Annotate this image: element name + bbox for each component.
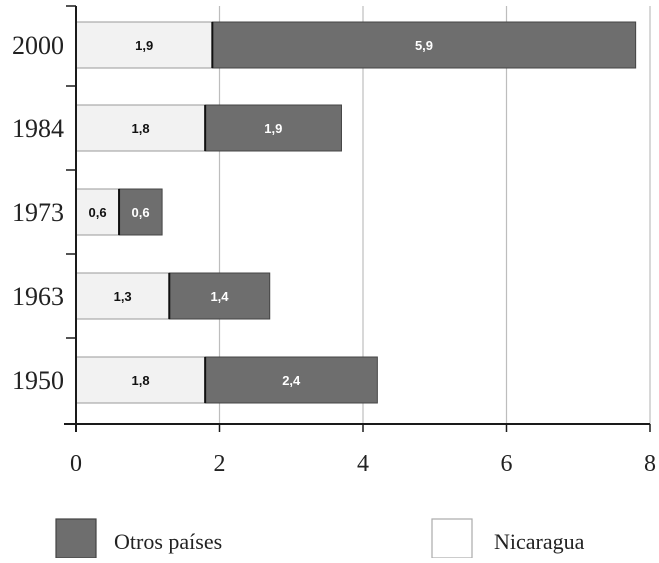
legend-swatch-0 [55,518,97,559]
y-tick-label-1984: 1984 [12,114,64,143]
x-tick-label-4: 4 [357,451,369,477]
x-tick-label-8: 8 [644,451,656,477]
data-label-otros-1950: 2,4 [282,373,301,388]
data-label-nicaragua-1950: 1,8 [132,373,150,388]
bar-otros-1950 [204,356,378,404]
bar-nicaragua-2000 [75,21,213,69]
bars-layer: 1,9 5,9 1,8 1,9 0,6 0,6 1,3 1,4 1,8 2,4 [75,21,637,404]
data-label-nicaragua-1973: 0,6 [88,205,106,220]
bar-otros-1973 [118,188,163,236]
x-tick-label-6: 6 [501,451,513,477]
data-label-otros-1963: 1,4 [210,289,229,304]
bar-nicaragua-1984 [75,104,206,152]
data-label-nicaragua-1984: 1,8 [132,121,150,136]
legend-swatch-1 [431,518,473,559]
bar-otros-1963 [168,272,271,320]
data-label-otros-1984: 1,9 [264,121,282,136]
data-label-otros-2000: 5,9 [415,38,433,53]
x-tick-label-0: 0 [70,451,82,477]
y-tick-label-2000: 2000 [12,31,64,60]
bar-nicaragua-1973 [75,188,120,236]
legend-label-1: Nicaragua [494,529,585,554]
data-label-nicaragua-1963: 1,3 [114,289,132,304]
data-label-otros-1973: 0,6 [132,205,150,220]
axes-layer: 2000 1984 1973 1963 1950 0 2 4 6 8 [12,5,656,477]
legend: Otros países Nicaragua [55,518,585,559]
data-label-nicaragua-2000: 1,9 [135,38,153,53]
bar-nicaragua-1950 [75,356,206,404]
y-tick-label-1950: 1950 [12,366,64,395]
legend-label-0: Otros países [114,529,222,554]
bar-otros-2000 [211,21,637,69]
grid-layer [218,6,651,424]
y-tick-label-1963: 1963 [12,282,64,311]
y-tick-label-1973: 1973 [12,198,64,227]
bar-otros-1984 [204,104,342,152]
x-tick-label-2: 2 [214,451,226,477]
